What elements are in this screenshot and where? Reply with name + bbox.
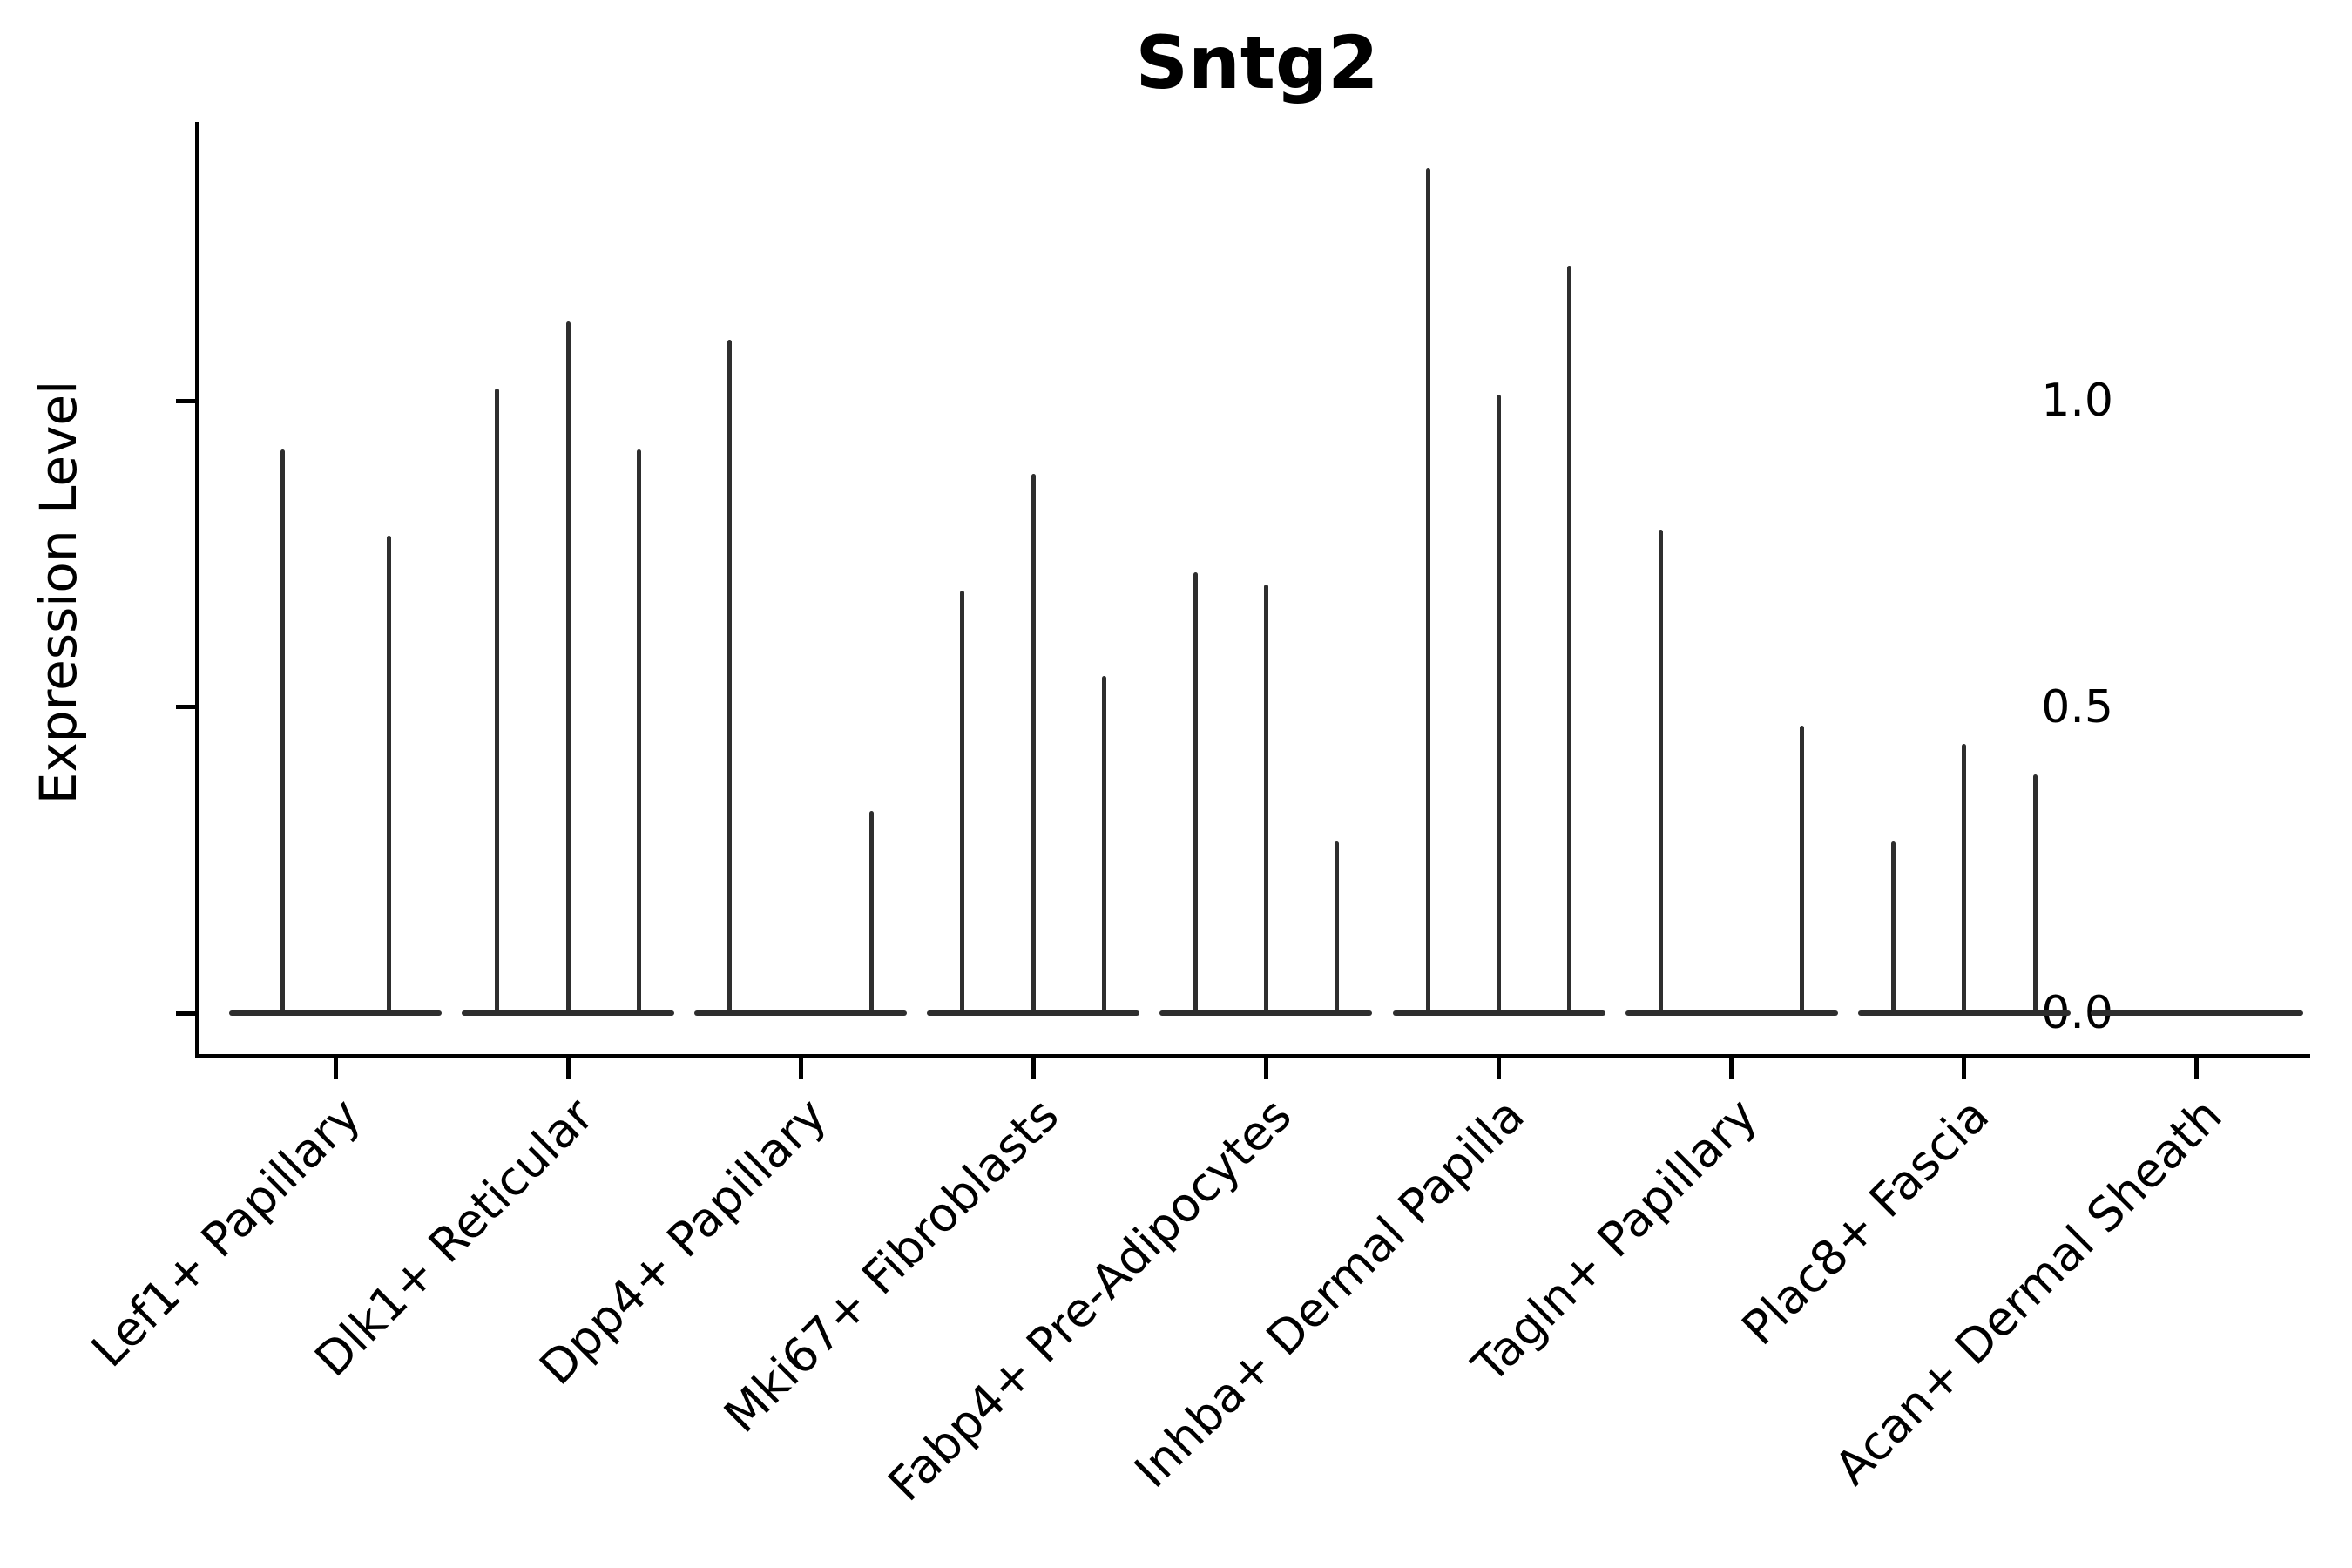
y-axis-spine — [195, 122, 199, 1058]
violin-spike — [386, 535, 391, 1015]
y-axis-label: Expression Level — [29, 380, 88, 805]
violin-spike — [1962, 743, 1967, 1015]
violin-spike — [727, 339, 733, 1015]
y-tick-mark — [176, 705, 195, 709]
x-axis-spine — [195, 1054, 2310, 1058]
x-tick-mark — [798, 1058, 803, 1079]
y-tick-mark — [176, 1010, 195, 1016]
violin-spike — [1890, 841, 1896, 1015]
violin-spike — [1263, 584, 1268, 1015]
x-tick-label: Acan+ Dermal Sheath — [1824, 1087, 2233, 1496]
x-tick-mark — [565, 1058, 571, 1079]
violin-spike — [495, 388, 500, 1015]
violin-base — [694, 1010, 908, 1016]
x-tick-label: Fabp4+ Pre-Adipocytes — [877, 1087, 1302, 1512]
x-tick-mark — [1497, 1058, 1501, 1079]
violin-spike — [1800, 725, 1805, 1015]
violin-spike — [1102, 676, 1107, 1015]
x-tick-mark — [1962, 1058, 1967, 1079]
violin-spike — [869, 811, 875, 1015]
violin-base — [2090, 1010, 2303, 1016]
violin-spike — [1497, 394, 1501, 1015]
x-tick-mark — [2194, 1058, 2200, 1079]
violin-spike — [1031, 474, 1036, 1015]
violin-spike — [1658, 529, 1663, 1015]
violin-spike — [1425, 167, 1430, 1015]
violin-base — [229, 1010, 442, 1016]
x-tick-mark — [1729, 1058, 1734, 1079]
y-tick-label: 0.5 — [2041, 680, 2113, 733]
x-tick-mark — [1263, 1058, 1268, 1079]
x-tick-label: Inhba+ Dermal Papilla — [1124, 1087, 1535, 1498]
x-tick-label: Plac8+ Fascia — [1731, 1087, 2000, 1356]
violin-spike — [1193, 571, 1198, 1015]
y-tick-label: 1.0 — [2041, 375, 2113, 427]
violin-spike — [1335, 841, 1340, 1015]
violin-base — [1625, 1010, 1838, 1016]
violin-spike — [636, 449, 641, 1015]
violin-spike — [1567, 266, 1572, 1015]
violin-spike — [960, 590, 965, 1015]
x-tick-mark — [333, 1058, 338, 1079]
x-tick-mark — [1031, 1058, 1036, 1079]
violin-spike — [565, 321, 571, 1015]
violin-spike — [280, 449, 285, 1015]
chart-title: Sntg2 — [1135, 20, 1379, 105]
y-tick-mark — [176, 398, 195, 403]
violin-spike — [2032, 774, 2038, 1015]
